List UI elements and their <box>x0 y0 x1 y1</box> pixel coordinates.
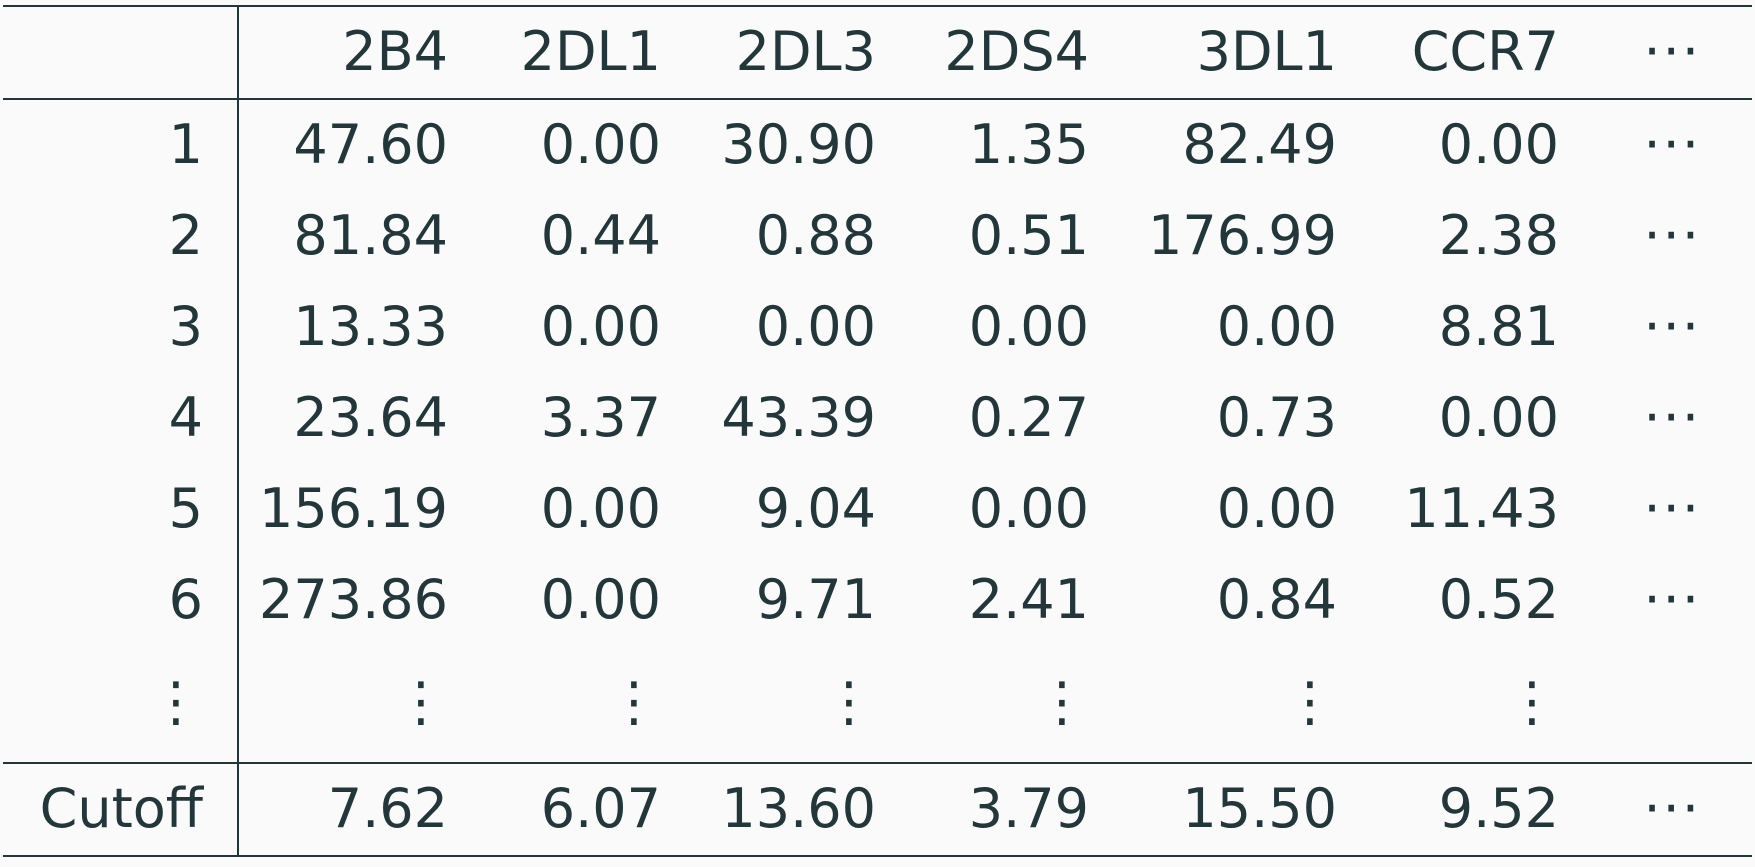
cutoff-cell: 13.60 <box>721 777 876 840</box>
header-cell: 3DL1 <box>1196 20 1337 83</box>
table-cell: 0.00 <box>540 477 661 540</box>
table-cell: 9.71 <box>755 568 876 631</box>
cutoff-cell: ··· <box>1643 777 1701 840</box>
table-cell: 13.33 <box>293 295 448 358</box>
table-cell: 273.86 <box>259 568 448 631</box>
row-label: 6 <box>168 568 203 631</box>
header-cell: CCR7 <box>1411 20 1559 83</box>
header-cell: 2DS4 <box>944 20 1089 83</box>
table-cell: 176.99 <box>1148 204 1337 267</box>
row-label: Cutoff <box>39 777 203 840</box>
table-cell: 2.38 <box>1438 204 1559 267</box>
vertical-ellipsis: ⋮ <box>1505 670 1559 733</box>
table-cell: 0.73 <box>1216 386 1337 449</box>
cutoff-cell: 3.79 <box>968 777 1089 840</box>
table-cell: 156.19 <box>259 477 448 540</box>
table-cell: ··· <box>1643 386 1701 449</box>
header-cell <box>0 7 203 97</box>
table-cell: 0.88 <box>755 204 876 267</box>
header-cell: 2DL3 <box>735 20 876 83</box>
row-label: 2 <box>168 204 203 267</box>
table-cell: ··· <box>1643 295 1701 358</box>
table-cell: 0.00 <box>1216 295 1337 358</box>
header-cell: ··· <box>1643 20 1701 83</box>
table-cell: 0.00 <box>1216 477 1337 540</box>
table-cell: ··· <box>1643 113 1701 176</box>
table-cell: 11.43 <box>1404 477 1559 540</box>
cutoff-cell: 7.62 <box>327 777 448 840</box>
header-cell: 2B4 <box>342 20 448 83</box>
header-rule <box>3 98 1752 100</box>
row-label-divider <box>237 6 239 856</box>
row-label: 4 <box>168 386 203 449</box>
table-cell: 43.39 <box>721 386 876 449</box>
table-cell: 23.64 <box>293 386 448 449</box>
vertical-ellipsis: ⋮ <box>149 670 203 733</box>
vertical-ellipsis: ⋮ <box>822 670 876 733</box>
bottom-rule <box>3 855 1752 857</box>
table-cell: ··· <box>1643 477 1701 540</box>
table-cell: 81.84 <box>293 204 448 267</box>
table-cell: 30.90 <box>721 113 876 176</box>
vertical-ellipsis: ⋮ <box>1283 670 1337 733</box>
table-cell: 1.35 <box>968 113 1089 176</box>
top-rule <box>3 5 1752 7</box>
table-cell: 0.00 <box>755 295 876 358</box>
cutoff-cell: 9.52 <box>1438 777 1559 840</box>
row-label: 3 <box>168 295 203 358</box>
table-cell: 0.84 <box>1216 568 1337 631</box>
table-cell: 0.00 <box>540 113 661 176</box>
table-cell: 0.00 <box>968 477 1089 540</box>
table-cell: 3.37 <box>540 386 661 449</box>
table-cell <box>1559 657 1701 747</box>
table-cell: 2.41 <box>968 568 1089 631</box>
table-cell: 47.60 <box>293 113 448 176</box>
table-cell: 0.00 <box>1438 386 1559 449</box>
table-cell: 9.04 <box>755 477 876 540</box>
table-cell: 0.44 <box>540 204 661 267</box>
vertical-ellipsis: ⋮ <box>607 670 661 733</box>
table-cell: 0.51 <box>968 204 1089 267</box>
cutoff-cell: 15.50 <box>1182 777 1337 840</box>
header-cell: 2DL1 <box>520 20 661 83</box>
table-cell: 0.00 <box>968 295 1089 358</box>
table-cell: 0.27 <box>968 386 1089 449</box>
row-label: 5 <box>168 477 203 540</box>
table-cell: 0.00 <box>540 295 661 358</box>
table-cell: 0.00 <box>1438 113 1559 176</box>
vertical-ellipsis: ⋮ <box>394 670 448 733</box>
vertical-ellipsis: ⋮ <box>1035 670 1089 733</box>
table-cell: ··· <box>1643 204 1701 267</box>
table-cell: ··· <box>1643 568 1701 631</box>
table-cell: 0.52 <box>1438 568 1559 631</box>
footer-rule <box>3 762 1752 764</box>
table-cell: 0.00 <box>540 568 661 631</box>
table-cell: 8.81 <box>1438 295 1559 358</box>
cutoff-cell: 6.07 <box>540 777 661 840</box>
row-label: 1 <box>168 113 203 176</box>
table-cell: 82.49 <box>1182 113 1337 176</box>
